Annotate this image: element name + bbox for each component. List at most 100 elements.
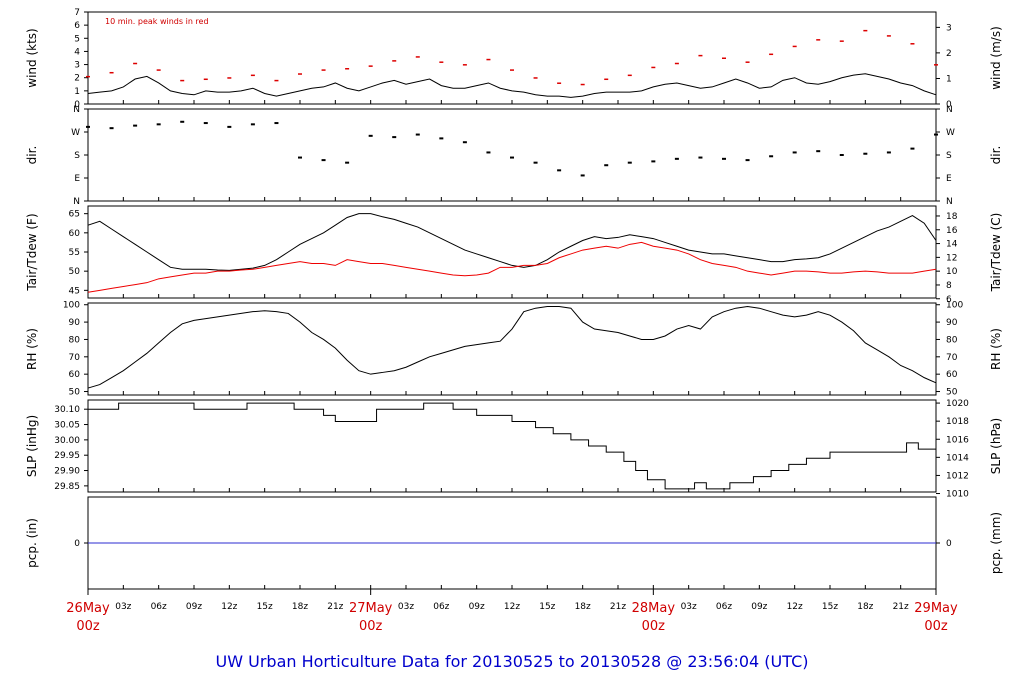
panel-frame (87, 205, 937, 299)
hour-label: 15z (822, 602, 838, 612)
left-tick-label: W (71, 128, 80, 138)
series-slp (88, 402, 936, 490)
right-tick-label: N (946, 197, 953, 207)
hour-label: 18z (292, 602, 308, 612)
peak-wind-point (745, 61, 750, 63)
day-label: 26May (66, 601, 110, 616)
ylabel-left: SLP (inHg) (25, 415, 39, 477)
hour-label: 15z (539, 602, 555, 612)
peak-wind-point (651, 66, 656, 69)
left-tick-label: 2 (74, 74, 80, 84)
hour-label: 21z (893, 602, 909, 612)
dir-point (227, 125, 232, 128)
hour-label: 03z (115, 602, 131, 612)
dir-point (816, 150, 821, 153)
dir-point (180, 120, 185, 123)
dir-point (109, 127, 114, 130)
dir-point (934, 133, 938, 136)
dir-point (321, 159, 326, 162)
dir-point (274, 122, 279, 125)
left-tick-label: 60 (69, 229, 81, 239)
left-tick-label: 29.85 (54, 482, 80, 492)
dir-point (203, 122, 208, 125)
peak-wind-point (863, 29, 868, 32)
dir-point (674, 157, 679, 160)
peak-wind-point (180, 79, 185, 82)
right-tick-label: 12 (946, 253, 957, 263)
peak-wind-point (203, 78, 208, 81)
ylabel-right: dir. (989, 146, 1003, 165)
peak-wind-point (392, 60, 397, 62)
series-tair (87, 213, 937, 271)
page-title: UW Urban Horticulture Data for 20130525 … (216, 652, 809, 671)
ylabel-left: dir. (25, 146, 39, 165)
right-tick-label: 100 (946, 301, 963, 311)
ylabel-left: Tair/Tdew (F) (25, 213, 39, 291)
left-tick-label: 30.10 (54, 405, 80, 415)
day-hour-label: 00z (642, 619, 666, 634)
hour-label: 12z (221, 602, 237, 612)
left-tick-label: 50 (69, 388, 81, 398)
dir-point (392, 136, 397, 139)
peak-wind-point (886, 35, 891, 37)
dir-point (133, 124, 138, 127)
right-tick-label: 3 (946, 23, 952, 33)
dir-point (651, 160, 656, 163)
left-tick-label: 29.95 (54, 451, 80, 461)
left-tick-label: 4 (74, 47, 80, 57)
peak-wind-point (439, 61, 444, 63)
dir-point (886, 151, 891, 154)
right-tick-label: W (946, 128, 955, 138)
right-tick-label: 14 (946, 240, 958, 250)
peak-wind-point (462, 64, 467, 66)
peak-wind-point (156, 69, 161, 71)
hour-label: 09z (186, 602, 202, 612)
dir-point (627, 161, 632, 164)
panel-wind: 0 1 2 3 4 5 6 7 0 1 2 3 wind (kts) wind (m/s) (25, 8, 1003, 110)
peak-wind-point (486, 58, 491, 61)
ylabel-left: pcp. (in) (25, 518, 39, 568)
dir-point (156, 123, 161, 126)
dir-point (368, 134, 373, 137)
right-tick-label: 1012 (946, 471, 969, 481)
dir-point (533, 161, 538, 164)
dir-point (604, 164, 609, 167)
peak-wind-point (415, 56, 420, 58)
dir-point (722, 157, 726, 160)
left-tick-label: N (73, 197, 80, 207)
panel-frame (87, 399, 937, 493)
dir-point (839, 154, 844, 156)
dir-point (439, 137, 444, 140)
panel-temp: 45 50 55 60 65 6 8 10 12 14 16 18 Tair/Tdew (F) Tair/… (25, 205, 1003, 305)
right-tick-label: 1014 (946, 453, 969, 463)
series-tdew (87, 241, 937, 293)
peak-wind-point (227, 77, 232, 79)
left-tick-label: E (74, 174, 80, 184)
dir-point (557, 169, 562, 172)
dir-point (486, 151, 491, 154)
left-tick-label: 50 (69, 267, 81, 277)
dir-point (769, 155, 774, 158)
hour-label: 18z (575, 602, 591, 612)
right-tick-label: 0 (946, 539, 952, 549)
right-tick-label: 60 (946, 370, 958, 380)
ylabel-left: RH (%) (25, 328, 39, 370)
peak-wind-point (769, 53, 774, 56)
left-tick-label: 90 (69, 318, 81, 328)
right-tick-label: 1010 (946, 490, 969, 500)
dir-point (863, 152, 868, 155)
hour-label: 06z (151, 602, 167, 612)
series-wind (87, 73, 937, 98)
right-tick-label: 1016 (946, 435, 969, 445)
left-tick-label: 6 (74, 21, 80, 31)
peak-wind-note: 10 min. peak winds in red (105, 17, 209, 26)
day-label: 28May (632, 601, 676, 616)
hour-label: 12z (504, 602, 520, 612)
ylabel-right: wind (m/s) (989, 26, 1003, 90)
dir-point (298, 156, 302, 159)
day-label: 29May (914, 601, 958, 616)
left-tick-label: N (73, 105, 80, 115)
peak-wind-point (133, 62, 138, 65)
dir-point (580, 174, 585, 177)
